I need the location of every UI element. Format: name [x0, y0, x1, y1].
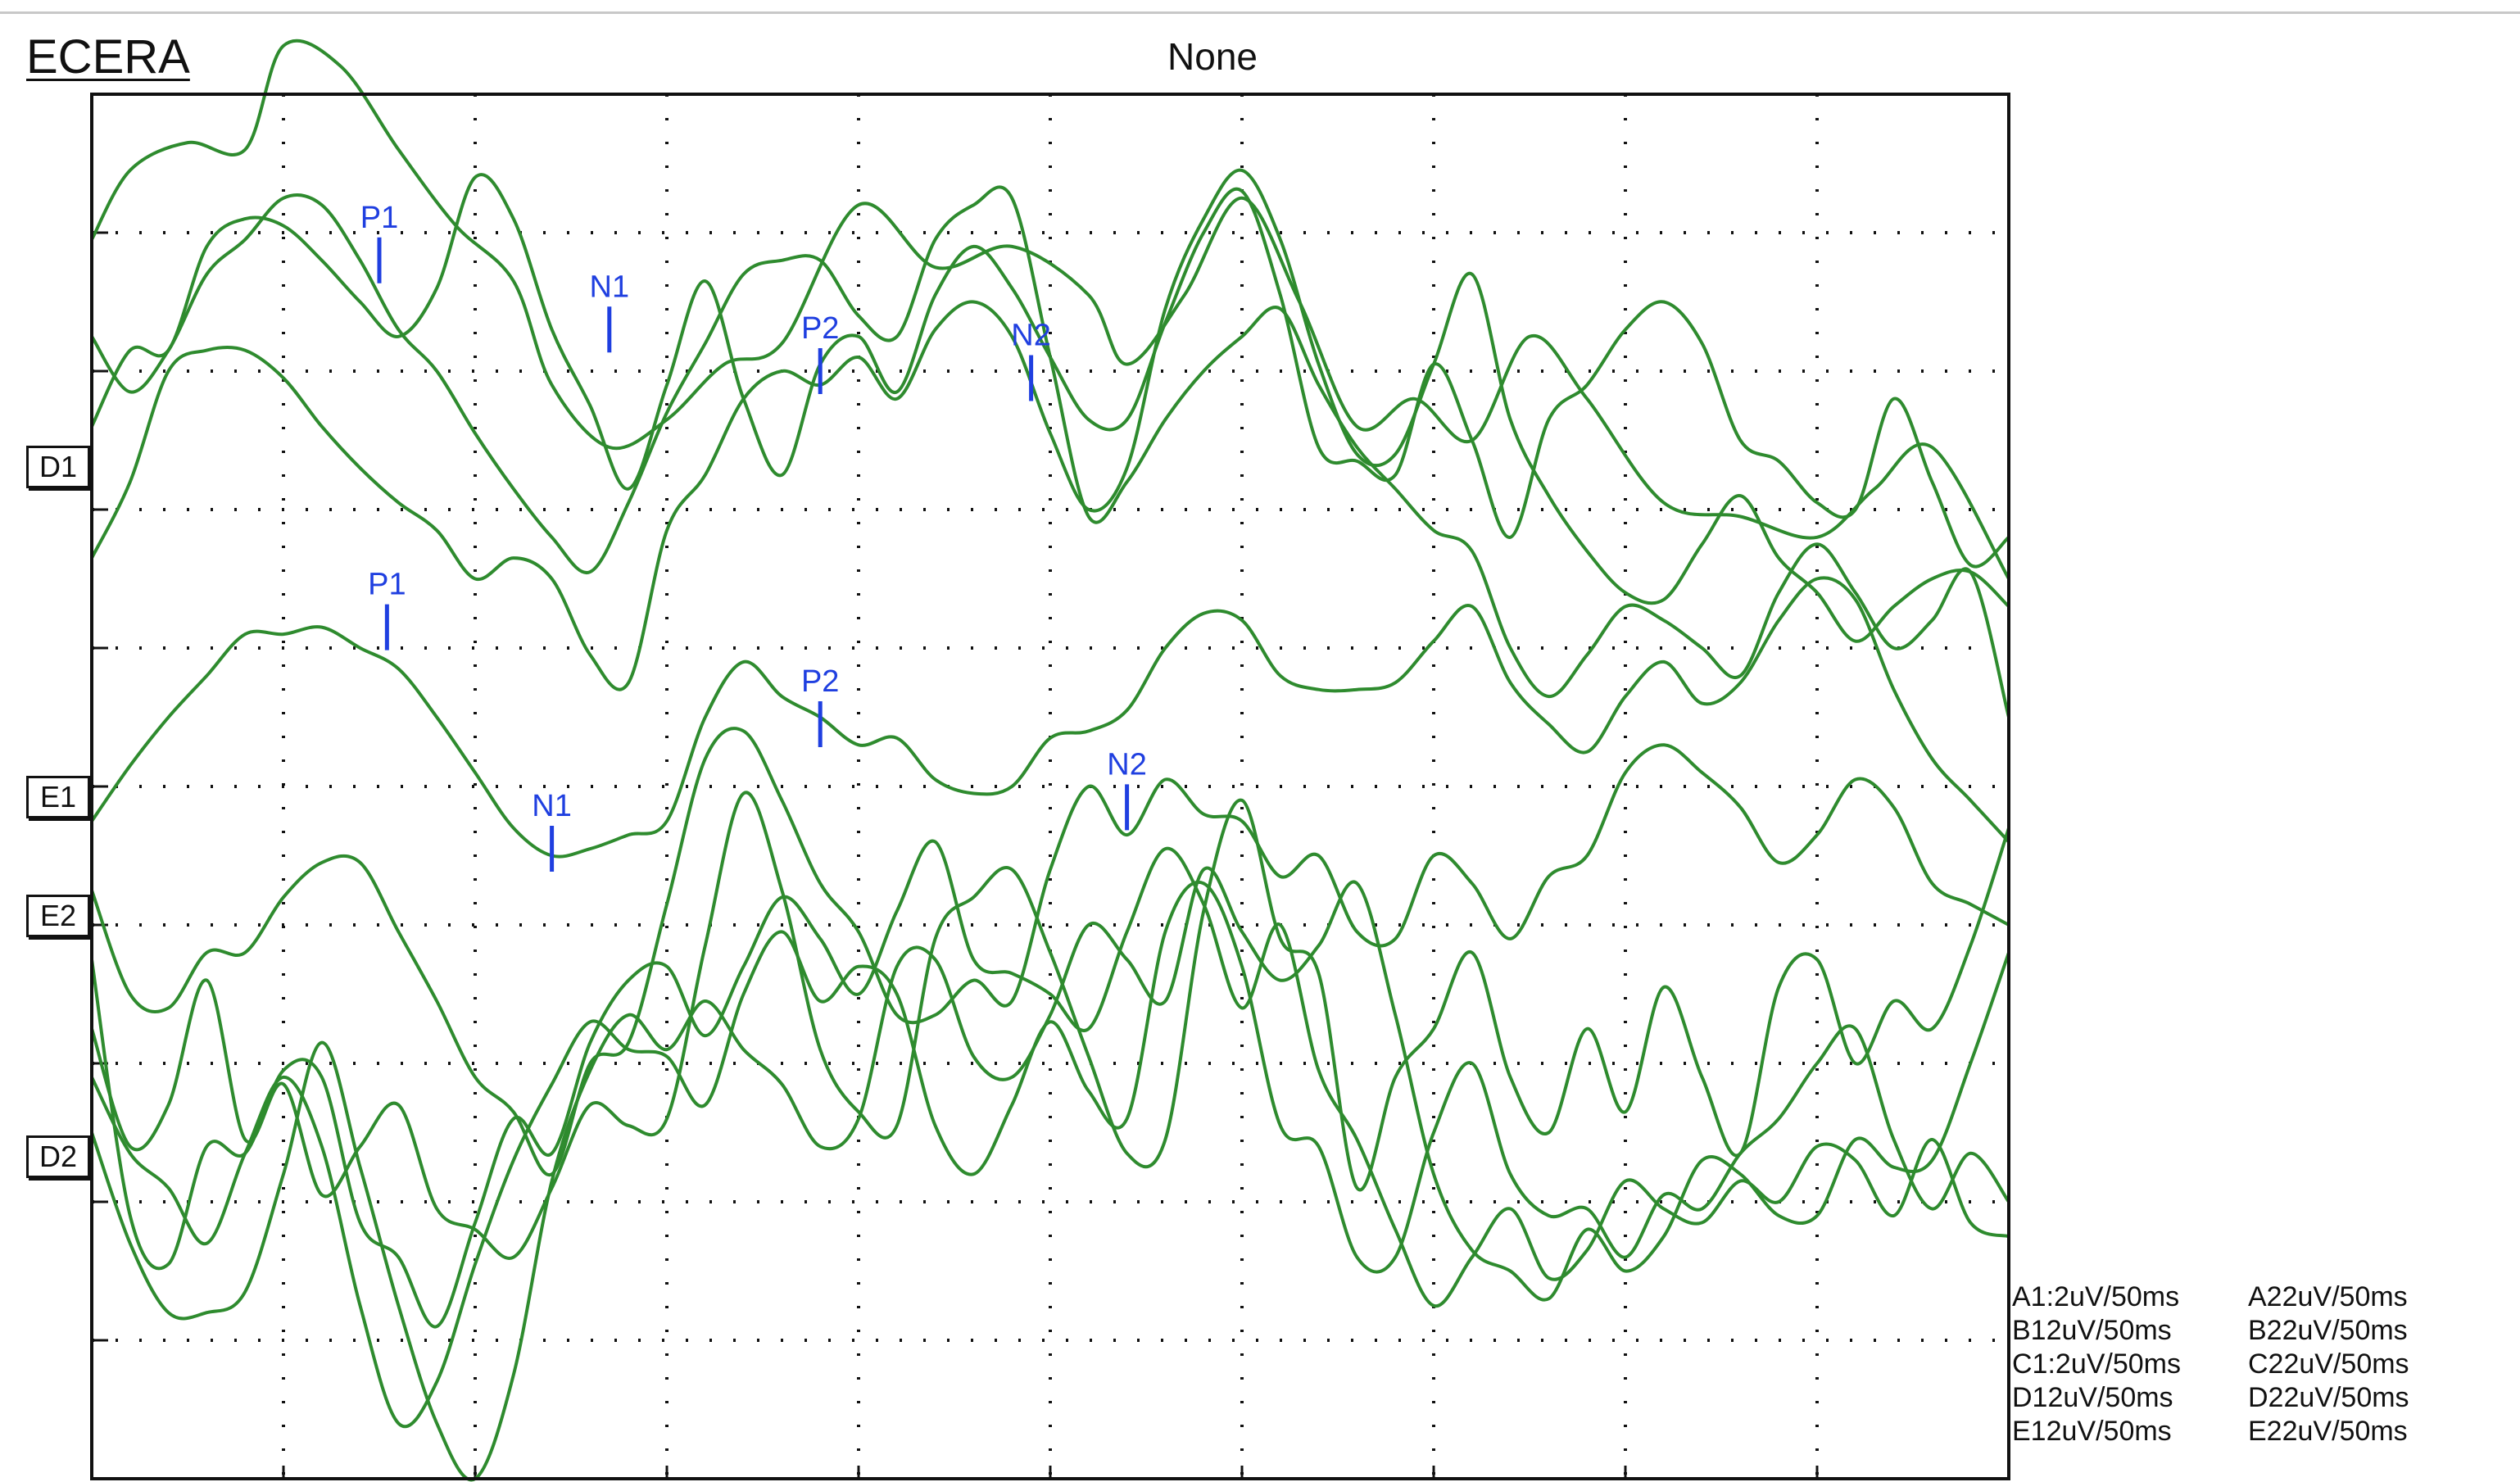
channel-label-d2[interactable]: D2 — [26, 1135, 90, 1178]
scale-d2: D22uV/50ms — [2248, 1382, 2409, 1413]
waveform-trace-9 — [90, 866, 2010, 1482]
peak-marker-p2[interactable]: P2 — [801, 311, 839, 394]
peak-marker-label: N2 — [1011, 318, 1051, 352]
waveform-trace-4 — [90, 168, 2010, 691]
chart-title: None — [1167, 35, 1258, 78]
scale-e1: E12uV/50ms — [2012, 1416, 2172, 1447]
channel-label-e1[interactable]: E1 — [26, 776, 90, 818]
peak-marker-label: P2 — [801, 664, 839, 699]
scale-e2: E22uV/50ms — [2248, 1416, 2408, 1447]
top-divider — [0, 11, 2520, 14]
scale-c2: C22uV/50ms — [2248, 1348, 2409, 1380]
scale-b2: B22uV/50ms — [2248, 1315, 2408, 1346]
scale-c1: C1:2uV/50ms — [2012, 1348, 2181, 1380]
waveform-trace-8 — [90, 839, 2010, 1329]
scale-d1: D12uV/50ms — [2012, 1382, 2173, 1413]
peak-markers: P1 N1 P2 N2 P1 N1 P2 N2 — [360, 201, 1147, 872]
waveform-trace-1 — [90, 39, 2010, 580]
peak-marker-n2[interactable]: N2 — [1011, 318, 1051, 401]
peak-marker-p1[interactable]: P1 — [368, 568, 406, 650]
scale-row-d: D12uV/50ms D22uV/50ms — [2012, 1381, 2471, 1415]
peak-marker-n1[interactable]: N1 — [532, 789, 572, 872]
scale-a2: A22uV/50ms — [2248, 1281, 2408, 1312]
peak-marker-label: P2 — [801, 311, 839, 346]
scale-row-c: C1:2uV/50ms C22uV/50ms — [2012, 1348, 2471, 1381]
scale-b1: B12uV/50ms — [2012, 1315, 2172, 1346]
peak-marker-label: N1 — [532, 789, 572, 823]
scale-settings-panel: A1:2uV/50ms A22uV/50ms B12uV/50ms B22uV/… — [2012, 1280, 2471, 1448]
app-title: ECERA — [26, 30, 190, 84]
peak-marker-label: N1 — [590, 270, 630, 304]
scale-row-b: B12uV/50ms B22uV/50ms — [2012, 1314, 2471, 1348]
waveform-trace-10 — [90, 880, 2010, 1429]
scale-row-e: E12uV/50ms E22uV/50ms — [2012, 1415, 2471, 1448]
scale-row-a: A1:2uV/50ms A22uV/50ms — [2012, 1280, 2471, 1314]
channel-label-e2[interactable]: E2 — [26, 895, 90, 937]
scale-a1: A1:2uV/50ms — [2012, 1281, 2180, 1312]
waveform-trace-5 — [90, 576, 2010, 859]
peak-marker-n1[interactable]: N1 — [590, 270, 630, 353]
peak-marker-label: P1 — [360, 201, 398, 235]
peak-marker-label: N2 — [1107, 747, 1147, 782]
waveform-traces — [90, 39, 2010, 1482]
peak-marker-n2[interactable]: N2 — [1107, 747, 1147, 831]
peak-marker-label: P1 — [368, 568, 406, 602]
peak-marker-p2[interactable]: P2 — [801, 664, 839, 747]
waveform-trace-3 — [90, 185, 2010, 718]
waveform-trace-6 — [90, 727, 2010, 1177]
channel-label-d1[interactable]: D1 — [26, 446, 90, 488]
plot-frame — [90, 93, 2010, 1480]
peak-marker-p1[interactable]: P1 — [360, 201, 398, 283]
